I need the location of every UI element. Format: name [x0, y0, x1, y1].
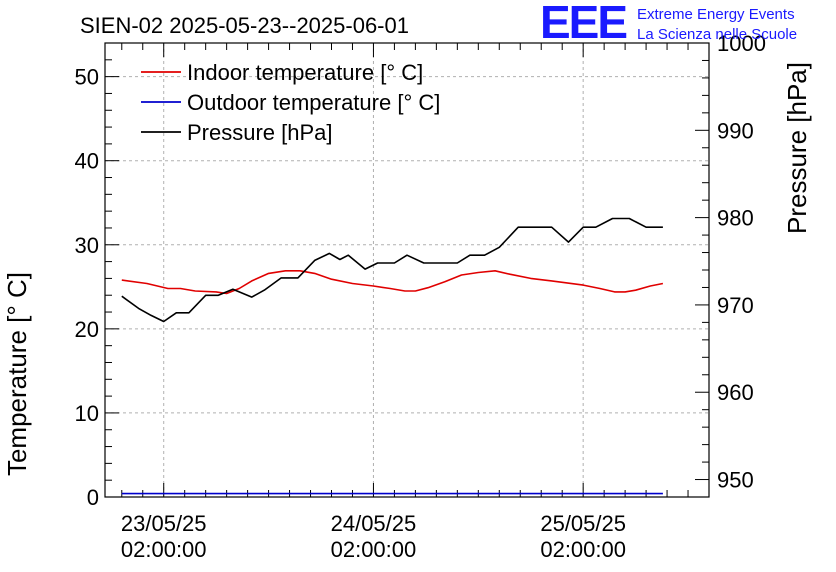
y2-tick-label: 950: [717, 468, 754, 493]
y2-tick-label: 960: [717, 380, 754, 405]
brand-name: Extreme Energy Events: [637, 6, 795, 23]
y2-tick-label: 970: [717, 293, 754, 318]
legend-entry: Outdoor temperature [° C]: [187, 90, 440, 115]
eee-logo: EEE: [540, 0, 626, 48]
legend: Indoor temperature [° C] Outdoor temperat…: [141, 60, 440, 145]
y-tick-label: 40: [75, 149, 99, 174]
brand-subtitle: La Scienza nelle Scuole: [637, 26, 797, 43]
x-tick-label-time: 02:00:00: [121, 537, 207, 562]
series-line-2: [121, 217, 663, 323]
x-tick-label-date: 23/05/25: [121, 511, 207, 536]
y2-tick-label: 1000: [717, 31, 766, 56]
x-tick-label-time: 02:00:00: [540, 537, 626, 562]
x-tick-label-time: 02:00:00: [331, 537, 417, 562]
y-axis-label-temperature: Temperature [° C]: [2, 272, 32, 476]
axes: 01020304050950960970980990100023/05/2502…: [75, 31, 766, 562]
y-tick-label: 10: [75, 401, 99, 426]
y-axis-label-pressure: Pressure [hPa]: [782, 62, 812, 234]
series: [121, 217, 664, 495]
series-line-0: [121, 269, 664, 295]
chart-title: SIEN-02 2025-05-23--2025-06-01: [80, 13, 409, 38]
y-tick-label: 30: [75, 233, 99, 258]
y2-tick-label: 980: [717, 206, 754, 231]
y-tick-label: 50: [75, 65, 99, 90]
y-tick-label: 20: [75, 317, 99, 342]
x-tick-label-date: 24/05/25: [331, 511, 417, 536]
y-tick-label: 0: [87, 485, 99, 510]
x-tick-label-date: 25/05/25: [540, 511, 626, 536]
legend-entry: Indoor temperature [° C]: [187, 60, 423, 85]
y2-tick-label: 990: [717, 118, 754, 143]
grid: [105, 43, 709, 497]
legend-entry: Pressure [hPa]: [187, 120, 333, 145]
